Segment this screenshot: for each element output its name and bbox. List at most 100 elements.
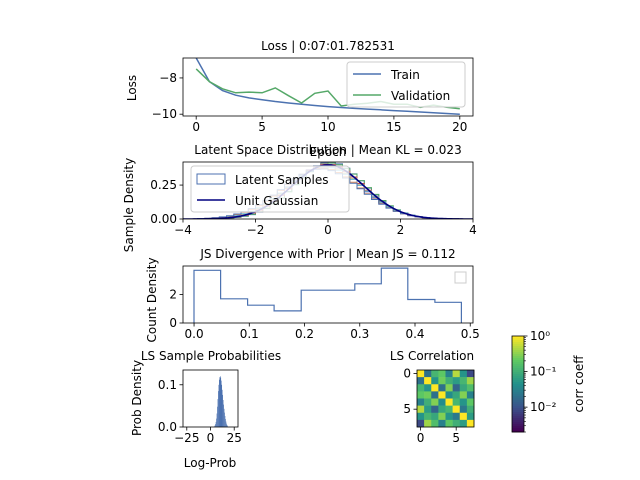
heatmap-cell xyxy=(459,412,468,421)
latent-xtick-label: 2 xyxy=(397,223,405,237)
logprob-bar xyxy=(219,379,220,427)
js-xtick-label: 0.2 xyxy=(295,327,314,341)
heatmap-cell xyxy=(431,391,439,399)
loss-ytick-label: −10 xyxy=(152,107,177,121)
js-step-histogram xyxy=(193,267,462,323)
corr-panel: LS Correlation 0 5 0 5 10⁰ 10⁻¹ 10⁻² corr coe… xyxy=(390,329,586,445)
logprob-bar xyxy=(223,408,225,427)
logprob-bar xyxy=(218,384,220,427)
latent-legend: Latent Samples Unit Gaussian xyxy=(190,165,350,213)
latent-ylabel: Sample Density xyxy=(122,158,136,252)
heatmap-cell xyxy=(438,412,446,421)
corr-xtick-label: 5 xyxy=(452,431,460,445)
heatmap-cell xyxy=(431,419,439,428)
js-xtick-label: 0.3 xyxy=(350,327,369,341)
heatmap-cell xyxy=(438,370,446,378)
logprob-bar xyxy=(214,425,216,427)
heatmap-cell xyxy=(438,384,446,392)
heatmap-cell xyxy=(466,370,475,378)
colorbar-segment xyxy=(512,342,524,345)
colorbar-segment xyxy=(512,426,524,429)
colorbar-segment xyxy=(512,430,524,433)
colorbar-segment xyxy=(512,352,524,355)
prob-xtick-label: −25 xyxy=(174,431,199,445)
colorbar-segment xyxy=(512,382,524,385)
prob-xlabel: Log-Prob xyxy=(184,456,236,470)
logprob-bar xyxy=(225,419,226,427)
latent-title: Latent Space Distribution | Mean KL = 0.… xyxy=(194,143,461,157)
colorbar-segment xyxy=(512,416,524,419)
logprob-bar xyxy=(223,404,224,427)
corr-ytick-label: 0 xyxy=(403,367,411,381)
colorbar-tick-label: 10⁻¹ xyxy=(530,365,557,379)
heatmap-cell xyxy=(452,419,461,428)
heatmap-cell xyxy=(452,405,461,414)
logprob-bar xyxy=(221,384,223,427)
colorbar-segment xyxy=(512,402,524,405)
heatmap-cell xyxy=(417,377,425,385)
prob-ytick-label: 0.0 xyxy=(158,420,177,434)
logprob-bar xyxy=(221,389,223,427)
heatmap-cell xyxy=(466,405,475,414)
colorbar-segment xyxy=(512,428,524,431)
heatmap-cell xyxy=(452,391,461,399)
colorbar-segment xyxy=(512,362,524,365)
latent-xtick-label: 4 xyxy=(469,223,477,237)
loss-title: Loss | 0:07:01.782531 xyxy=(261,39,395,53)
heatmap-cell xyxy=(424,419,432,428)
colorbar-segment xyxy=(512,372,524,375)
latent-legend-box xyxy=(190,165,350,213)
heatmap-cell xyxy=(459,377,468,385)
corr-colorbar: 10⁰ 10⁻¹ 10⁻² xyxy=(511,329,557,433)
heatmap-cell xyxy=(424,412,432,421)
heatmap-cell xyxy=(466,398,475,406)
heatmap-cell xyxy=(417,370,425,378)
colorbar-segment xyxy=(512,366,524,369)
logprob-bar xyxy=(218,391,219,427)
logprob-bar xyxy=(215,421,217,427)
logprob-bar xyxy=(220,380,222,427)
latent-xtick-label: −4 xyxy=(174,223,192,237)
colorbar-segment xyxy=(512,350,524,353)
heatmap-cell xyxy=(417,391,425,399)
colorbar-segment xyxy=(512,376,524,379)
heatmap-cell xyxy=(431,412,439,421)
js-empty-legend xyxy=(454,271,467,284)
latent-xtick-label: 0 xyxy=(324,223,332,237)
colorbar-segment xyxy=(512,394,524,397)
corr-frame xyxy=(416,369,475,428)
latent-ytick-label: 0.25 xyxy=(150,178,177,192)
heatmap-cell xyxy=(466,384,475,392)
heatmap-cell xyxy=(417,412,425,421)
logprob-bar xyxy=(217,399,219,427)
colorbar-segment xyxy=(512,346,524,349)
prob-xtick-label: 0 xyxy=(207,431,215,445)
js-plot-area: 0.0 0.1 0.2 0.3 0.4 0.5 0 2 xyxy=(169,265,480,341)
heatmap-cell xyxy=(466,412,475,421)
colorbar-segment xyxy=(512,384,524,387)
heatmap-cell xyxy=(452,370,461,378)
logprob-bar xyxy=(226,423,227,427)
latent-panel: Latent Space Distribution | Mean KL = 0.… xyxy=(122,143,477,252)
colorbar-label: corr coeff xyxy=(572,355,586,413)
prob-plot-area: −25 0 25 0.0 0.1 xyxy=(158,369,242,445)
latent-xtick-label: −2 xyxy=(247,223,265,237)
loss-legend: Train Validation xyxy=(346,61,466,108)
colorbar-segment xyxy=(512,414,524,417)
heatmap-cell xyxy=(445,370,453,378)
heatmap-cell xyxy=(445,405,453,414)
heatmap-cell xyxy=(424,370,432,378)
logprob-bar xyxy=(226,424,228,427)
legend-label-validation: Validation xyxy=(391,89,450,103)
loss-panel: Loss | 0:07:01.782531 Loss Epoch 0 5 10 15 2… xyxy=(125,39,474,159)
logprob-bar xyxy=(227,425,228,427)
loss-xtick-label: 10 xyxy=(320,120,335,134)
heatmap-cell xyxy=(438,377,446,385)
loss-ytick-label: −8 xyxy=(159,71,177,85)
prob-ylabel: Prob Density xyxy=(130,360,144,436)
loss-xtick-label: 0 xyxy=(192,120,200,134)
heatmap-cell xyxy=(445,398,453,406)
colorbar-segment xyxy=(512,336,524,339)
colorbar-segment xyxy=(512,364,524,367)
colorbar-segment xyxy=(512,344,524,347)
